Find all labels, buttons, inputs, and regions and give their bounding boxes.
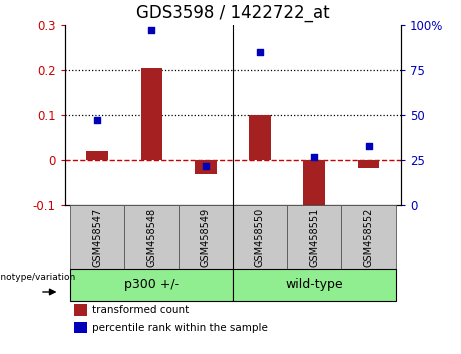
Bar bbox=[233, 205, 287, 269]
Text: percentile rank within the sample: percentile rank within the sample bbox=[92, 323, 268, 333]
Bar bbox=[233, 269, 396, 301]
Point bbox=[94, 118, 101, 123]
Bar bbox=[358, 160, 379, 168]
Text: GSM458549: GSM458549 bbox=[201, 207, 211, 267]
Bar bbox=[74, 322, 87, 333]
Bar bbox=[70, 269, 233, 301]
Point bbox=[148, 27, 155, 33]
Bar bbox=[124, 205, 178, 269]
Point bbox=[256, 49, 264, 55]
Text: GSM458550: GSM458550 bbox=[255, 207, 265, 267]
Text: wild-type: wild-type bbox=[285, 279, 343, 291]
Text: GSM458551: GSM458551 bbox=[309, 207, 319, 267]
Bar bbox=[141, 68, 162, 160]
Text: transformed count: transformed count bbox=[92, 305, 189, 315]
Text: GSM458547: GSM458547 bbox=[92, 207, 102, 267]
Bar bbox=[287, 205, 341, 269]
Bar bbox=[178, 205, 233, 269]
Text: GSM458552: GSM458552 bbox=[364, 207, 373, 267]
Bar bbox=[86, 151, 108, 160]
Text: GSM458548: GSM458548 bbox=[147, 207, 156, 267]
Bar bbox=[303, 160, 325, 207]
Text: p300 +/-: p300 +/- bbox=[124, 279, 179, 291]
Title: GDS3598 / 1422722_at: GDS3598 / 1422722_at bbox=[136, 4, 330, 22]
Point bbox=[365, 143, 372, 149]
Bar bbox=[74, 304, 87, 316]
Bar bbox=[70, 205, 124, 269]
Point bbox=[202, 163, 209, 169]
Text: genotype/variation: genotype/variation bbox=[0, 273, 76, 282]
Bar bbox=[249, 115, 271, 160]
Point bbox=[311, 154, 318, 159]
Bar bbox=[341, 205, 396, 269]
Bar bbox=[195, 160, 217, 174]
